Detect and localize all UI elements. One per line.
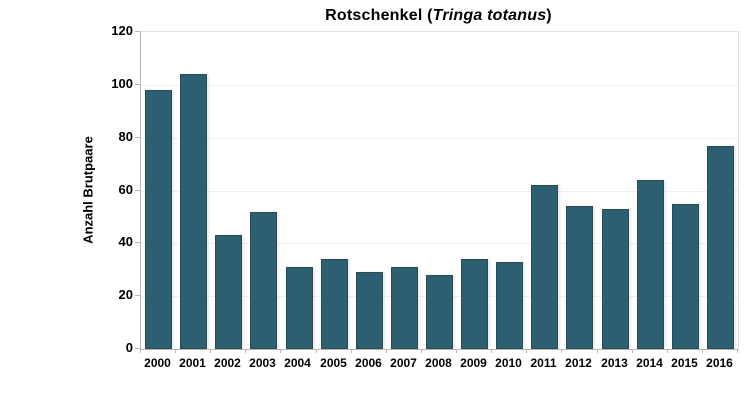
- x-tick-mark-4: [280, 349, 281, 353]
- gridline-100: [141, 85, 738, 86]
- bar-2011: [531, 185, 558, 349]
- y-tick-mark-40: [135, 242, 140, 243]
- x-tick-mark-6: [351, 349, 352, 353]
- x-tick-label-2009: 2009: [460, 356, 487, 370]
- bar-2007: [391, 267, 418, 349]
- bar-2015: [672, 204, 699, 349]
- x-tick-label-2000: 2000: [144, 356, 171, 370]
- bar-2010: [496, 262, 523, 349]
- chart-title-prefix: Rotschenkel (: [325, 7, 433, 24]
- x-tick-label-2011: 2011: [530, 356, 557, 370]
- x-tick-mark-10: [491, 349, 492, 353]
- x-tick-label-2012: 2012: [565, 356, 592, 370]
- chart-title-suffix: ): [546, 7, 552, 24]
- x-tick-label-2010: 2010: [495, 356, 522, 370]
- x-tick-mark-0: [140, 349, 141, 353]
- x-tick-label-2001: 2001: [179, 356, 206, 370]
- bar-2014: [637, 180, 664, 349]
- bar-2009: [461, 259, 488, 349]
- y-tick-label-20: 20: [118, 287, 133, 302]
- y-tick-mark-120: [135, 31, 140, 32]
- x-tick-mark-13: [597, 349, 598, 353]
- x-tick-label-2014: 2014: [636, 356, 663, 370]
- chart-title: Rotschenkel (Tringa totanus): [140, 7, 737, 25]
- gridline-80: [141, 138, 738, 139]
- bar-2008: [426, 275, 453, 349]
- x-tick-mark-17: [737, 349, 738, 353]
- y-tick-label-120: 120: [111, 23, 133, 38]
- x-tick-mark-3: [245, 349, 246, 353]
- bar-2000: [145, 90, 172, 349]
- x-tick-label-2008: 2008: [425, 356, 452, 370]
- bar-2005: [321, 259, 348, 349]
- x-tick-label-2003: 2003: [249, 356, 276, 370]
- gridline-60: [141, 191, 738, 192]
- plot-area: [140, 31, 739, 350]
- bar-2001: [180, 74, 207, 349]
- x-tick-mark-11: [526, 349, 527, 353]
- x-tick-mark-5: [316, 349, 317, 353]
- x-tick-label-2007: 2007: [390, 356, 417, 370]
- x-tick-label-2002: 2002: [214, 356, 241, 370]
- x-tick-mark-15: [667, 349, 668, 353]
- y-tick-label-60: 60: [118, 182, 133, 197]
- x-tick-mark-7: [386, 349, 387, 353]
- y-tick-mark-80: [135, 137, 140, 138]
- bar-2012: [566, 206, 593, 349]
- x-tick-mark-8: [421, 349, 422, 353]
- x-tick-mark-2: [210, 349, 211, 353]
- x-tick-mark-12: [561, 349, 562, 353]
- bar-2013: [602, 209, 629, 349]
- x-tick-mark-14: [632, 349, 633, 353]
- x-tick-label-2015: 2015: [671, 356, 698, 370]
- y-tick-mark-100: [135, 84, 140, 85]
- bar-2006: [356, 272, 383, 349]
- bar-2003: [250, 212, 277, 349]
- y-tick-mark-0: [135, 348, 140, 349]
- x-tick-mark-16: [702, 349, 703, 353]
- y-tick-label-0: 0: [125, 340, 133, 355]
- y-tick-label-80: 80: [118, 129, 133, 144]
- y-tick-label-100: 100: [111, 76, 133, 91]
- x-tick-label-2004: 2004: [284, 356, 311, 370]
- x-tick-mark-9: [456, 349, 457, 353]
- bar-2016: [707, 146, 734, 349]
- bar-2004: [286, 267, 313, 349]
- bar-2002: [215, 235, 242, 349]
- gridline-40: [141, 243, 738, 244]
- y-tick-mark-20: [135, 295, 140, 296]
- x-tick-label-2005: 2005: [320, 356, 347, 370]
- x-tick-mark-1: [175, 349, 176, 353]
- y-tick-mark-60: [135, 190, 140, 191]
- x-tick-label-2013: 2013: [601, 356, 628, 370]
- x-tick-label-2016: 2016: [706, 356, 733, 370]
- chart-title-species: Tringa totanus: [432, 7, 547, 24]
- y-tick-label-40: 40: [118, 234, 133, 249]
- x-tick-label-2006: 2006: [355, 356, 382, 370]
